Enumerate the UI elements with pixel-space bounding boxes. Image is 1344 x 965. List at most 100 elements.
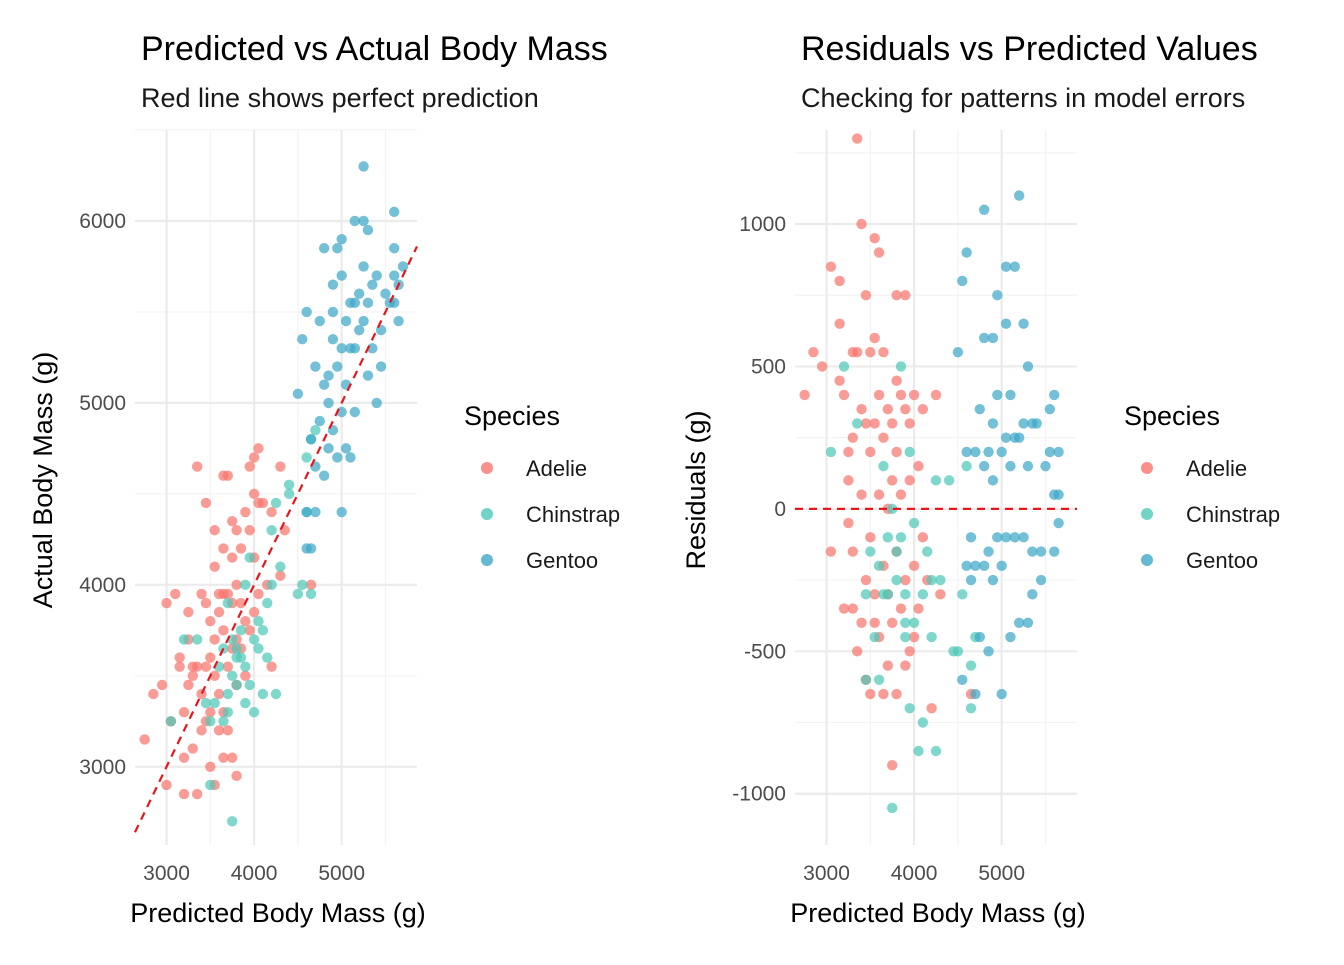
- point-gentoo: [1053, 489, 1064, 500]
- point-chinstrap: [895, 361, 907, 372]
- point-adelie: [873, 489, 885, 500]
- point-adelie: [227, 515, 238, 527]
- point-adelie: [838, 389, 850, 401]
- point-adelie: [887, 617, 898, 629]
- point-chinstrap: [205, 779, 216, 791]
- point-chinstrap: [887, 503, 898, 515]
- point-gentoo: [323, 397, 334, 409]
- point-adelie: [847, 546, 859, 557]
- point-adelie: [887, 475, 898, 486]
- point-chinstrap: [917, 717, 929, 728]
- point-gentoo: [1013, 617, 1025, 629]
- point-gentoo: [987, 475, 999, 486]
- point-adelie: [856, 403, 867, 415]
- y-tick-label: 1000: [739, 213, 786, 236]
- point-adelie: [244, 525, 255, 536]
- point-adelie: [904, 475, 915, 486]
- point-gentoo: [336, 506, 347, 518]
- point-adelie: [213, 725, 225, 736]
- point-gentoo: [362, 297, 374, 309]
- point-chinstrap: [878, 460, 889, 472]
- left-legend-key-adelie: [481, 462, 493, 474]
- point-chinstrap: [262, 652, 273, 663]
- point-chinstrap: [930, 745, 942, 757]
- y-tick-label: 5000: [79, 392, 126, 415]
- right-legend-key-chinstrap: [1141, 508, 1153, 520]
- point-chinstrap: [244, 679, 255, 691]
- right-legend: Species Adelie Chinstrap Gentoo: [1124, 401, 1280, 573]
- point-adelie: [275, 570, 286, 581]
- point-adelie: [917, 532, 929, 543]
- point-gentoo: [1044, 403, 1056, 415]
- y-tick-label: 6000: [79, 210, 126, 233]
- point-adelie: [209, 670, 220, 682]
- point-gentoo: [301, 306, 312, 318]
- point-gentoo: [978, 332, 990, 344]
- left-legend-key-chinstrap: [481, 508, 493, 520]
- point-adelie: [266, 506, 277, 518]
- point-gentoo: [353, 324, 365, 336]
- y-tick-label: -500: [744, 640, 786, 663]
- point-gentoo: [1022, 361, 1034, 372]
- point-gentoo: [1049, 389, 1060, 401]
- left-legend-label-gentoo: Gentoo: [526, 548, 598, 573]
- point-chinstrap: [900, 589, 911, 600]
- point-gentoo: [389, 270, 400, 281]
- point-gentoo: [301, 506, 312, 518]
- point-gentoo: [1018, 532, 1029, 543]
- point-gentoo: [349, 215, 361, 227]
- point-adelie: [240, 616, 251, 627]
- point-gentoo: [362, 370, 374, 381]
- point-gentoo: [1044, 446, 1056, 458]
- point-adelie: [213, 606, 225, 618]
- point-gentoo: [1022, 460, 1034, 472]
- point-adelie: [209, 561, 220, 572]
- point-adelie: [869, 418, 880, 429]
- point-adelie: [161, 597, 172, 609]
- point-gentoo: [1000, 261, 1012, 272]
- point-adelie: [913, 460, 924, 472]
- point-chinstrap: [943, 475, 955, 486]
- right-legend-key-gentoo: [1141, 554, 1153, 566]
- point-adelie: [196, 588, 207, 600]
- point-gentoo: [310, 361, 321, 372]
- point-gentoo: [397, 261, 409, 272]
- point-chinstrap: [235, 625, 247, 636]
- point-chinstrap: [952, 646, 964, 657]
- point-gentoo: [292, 388, 304, 400]
- point-chinstrap: [222, 597, 234, 609]
- point-adelie: [200, 661, 212, 672]
- point-gentoo: [996, 688, 1007, 700]
- point-gentoo: [1035, 546, 1047, 557]
- point-chinstrap: [244, 552, 255, 563]
- point-adelie: [253, 443, 264, 454]
- point-gentoo: [996, 560, 1007, 572]
- point-chinstrap: [851, 418, 863, 429]
- point-adelie: [900, 574, 911, 586]
- point-adelie: [187, 743, 199, 754]
- point-gentoo: [974, 631, 985, 643]
- point-chinstrap: [292, 588, 304, 600]
- point-chinstrap: [900, 617, 911, 629]
- point-adelie: [799, 389, 810, 401]
- right-legend-title: Species: [1124, 401, 1220, 431]
- point-adelie: [205, 616, 216, 627]
- point-gentoo: [393, 315, 404, 327]
- point-gentoo: [349, 343, 361, 354]
- point-adelie: [869, 589, 880, 600]
- point-adelie: [908, 389, 920, 401]
- point-chinstrap: [965, 660, 977, 671]
- point-chinstrap: [887, 802, 898, 814]
- point-chinstrap: [222, 706, 234, 718]
- point-chinstrap: [257, 625, 269, 636]
- point-adelie: [816, 361, 828, 372]
- grid: [135, 129, 417, 845]
- point-adelie: [227, 552, 238, 563]
- right-chart-subtitle: Checking for patterns in model errors: [801, 83, 1245, 113]
- point-gentoo: [353, 288, 365, 299]
- point-gentoo: [978, 204, 990, 215]
- point-gentoo: [1027, 589, 1038, 600]
- points: [799, 133, 1064, 814]
- point-gentoo: [297, 334, 308, 345]
- point-gentoo: [340, 443, 352, 454]
